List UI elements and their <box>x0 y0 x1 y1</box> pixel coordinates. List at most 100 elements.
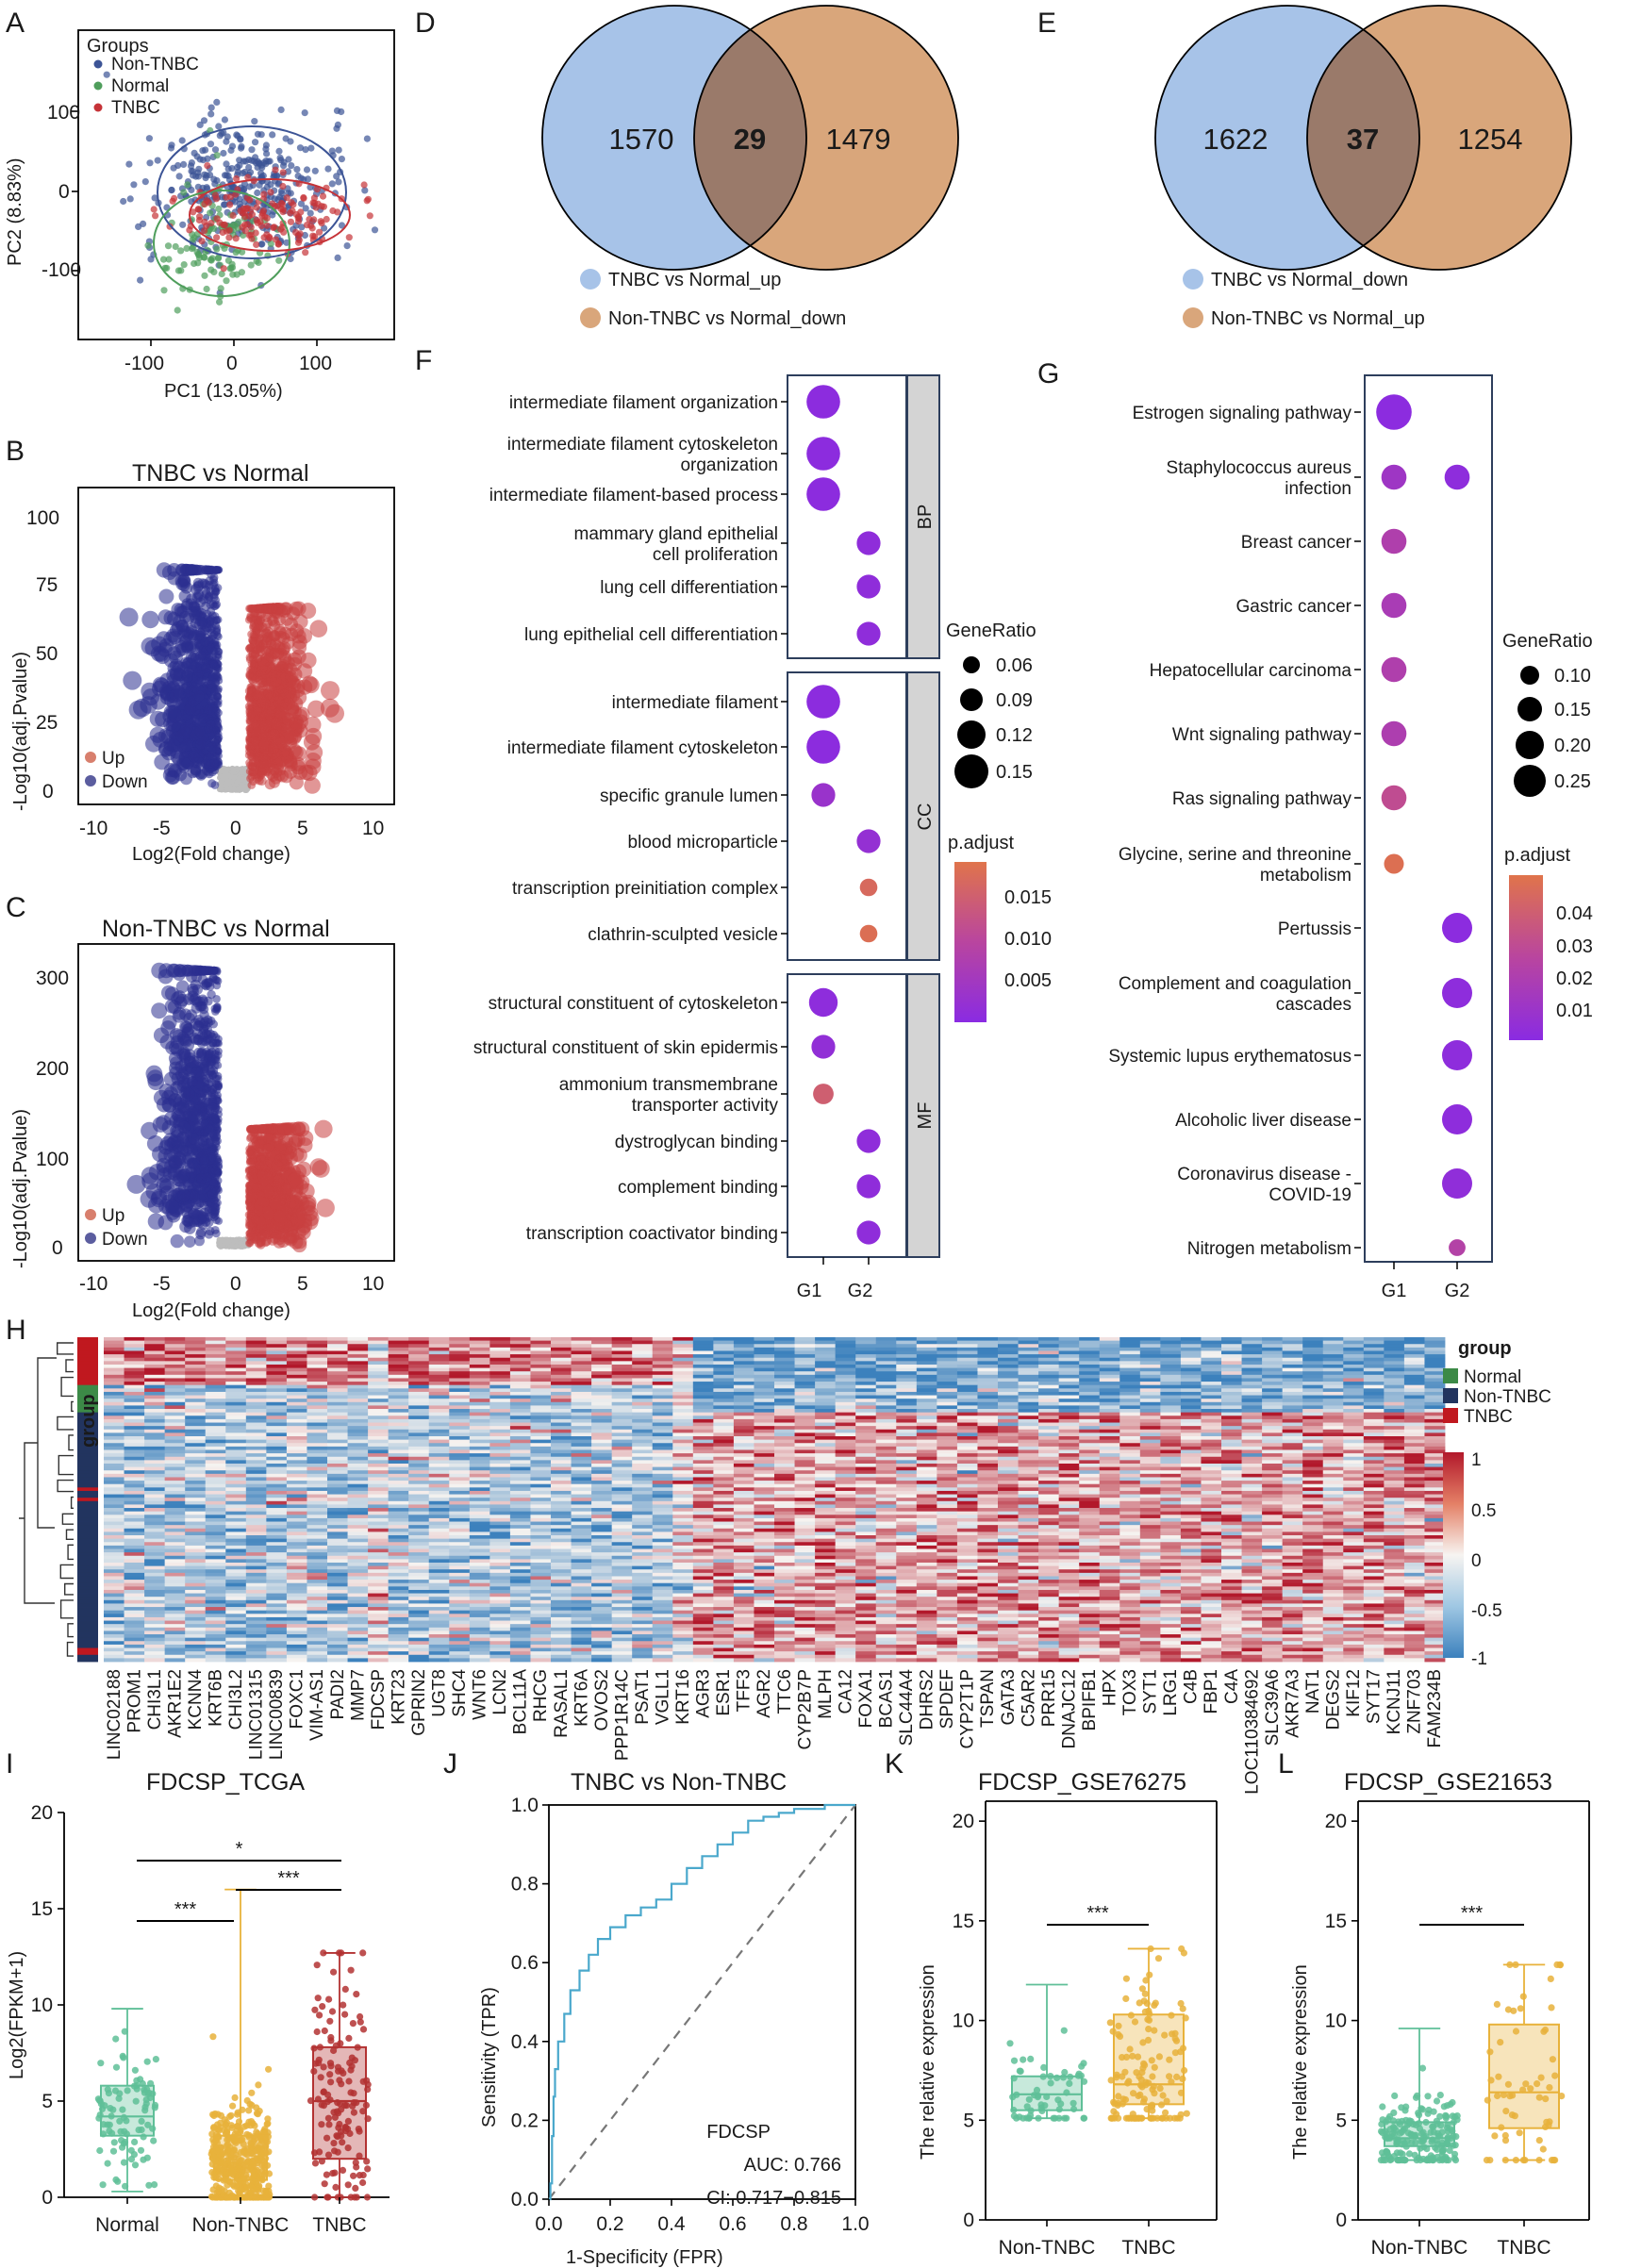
go-term-label-line: lung epithelial cell differentiation <box>524 625 778 645</box>
pca-point <box>262 141 270 149</box>
go-term-label: specific granule lumen <box>600 786 778 806</box>
volcano-point-down <box>170 1233 184 1249</box>
volcano-point-down <box>177 1120 191 1134</box>
pca-point <box>232 249 240 257</box>
pca-point <box>200 117 208 124</box>
pca-point <box>307 184 314 191</box>
go-dot <box>806 477 840 511</box>
go-dot <box>856 531 881 555</box>
pca-point <box>247 206 255 213</box>
go-term-label-line: intermediate filament organization <box>509 393 778 413</box>
pca-point <box>213 234 221 241</box>
pca-point <box>220 149 227 157</box>
pca-point <box>248 146 256 154</box>
pca-point <box>257 218 264 225</box>
pca-point <box>294 172 302 180</box>
pca-point <box>217 285 224 292</box>
pca-point <box>196 213 204 221</box>
volcano-point-down <box>178 589 191 603</box>
pca-point <box>338 108 345 116</box>
volcano-point-down <box>193 690 205 702</box>
pca-point <box>174 306 181 314</box>
pca-point <box>328 147 336 155</box>
pca-point <box>187 162 195 170</box>
pca-point <box>195 206 203 213</box>
venn-e-legend-2: Non-TNBC vs Normal_up <box>1211 308 1425 329</box>
pca-point <box>224 165 232 173</box>
pca-point <box>172 242 179 251</box>
volcano-point-up <box>249 1233 257 1242</box>
pca-point <box>211 146 220 154</box>
volcano-point-up <box>296 628 312 644</box>
pca-point <box>207 256 215 263</box>
go-dot <box>856 621 881 646</box>
volcano-point-down <box>158 588 174 604</box>
volcano-point-down <box>198 594 208 604</box>
volcano-point-down <box>146 1069 164 1086</box>
volcano-point-down <box>208 1102 218 1112</box>
pca-point <box>130 181 138 189</box>
pca-point <box>240 186 247 193</box>
pca-point <box>145 135 153 142</box>
pca-point <box>120 197 127 206</box>
volcano-point-down <box>206 587 215 596</box>
pca-point <box>220 201 228 208</box>
volcano-point-up <box>245 1145 254 1153</box>
pca-point <box>135 223 142 230</box>
volcano-point-up <box>309 620 328 637</box>
volcano-point-up <box>256 1217 266 1227</box>
pca-point <box>253 240 260 248</box>
volcano-point-up <box>309 1158 327 1176</box>
pca-point <box>233 174 240 183</box>
pca-point <box>216 219 224 226</box>
volcano-point-down <box>195 738 207 750</box>
go-term-label: lung epithelial cell differentiation <box>524 625 778 645</box>
pca-point <box>269 131 276 139</box>
volcano-point-up <box>246 1157 255 1166</box>
volcano-point-up <box>269 1198 281 1210</box>
volcano-c-legend-up: Up <box>102 1206 124 1226</box>
volcano-c-ytick: 200 <box>36 1058 69 1080</box>
pca-point <box>191 149 198 157</box>
pca-legend-swatch-non-tnbc <box>93 59 103 69</box>
pca-point <box>253 159 260 167</box>
pca-point <box>202 174 209 182</box>
pca-point <box>150 206 158 213</box>
pca-point <box>297 200 306 207</box>
volcano-point-up <box>287 730 302 745</box>
volcano-point-down <box>210 1050 220 1059</box>
volcano-point-up <box>263 603 274 614</box>
venn-d-panel: 1570 29 1479 TNBC vs Normal_up Non-TNBC … <box>541 5 959 329</box>
go-dot <box>806 385 840 419</box>
volcano-b-legend-down-swatch <box>85 775 96 786</box>
volcano-b-ytick: 50 <box>36 643 58 665</box>
volcano-point-down <box>201 966 211 976</box>
pca-point <box>212 195 220 203</box>
pca-point <box>252 139 259 146</box>
pca-point <box>180 189 188 196</box>
volcano-point-up <box>273 1210 286 1223</box>
volcano-point-ns <box>229 766 236 772</box>
volcano-point-up <box>251 622 260 633</box>
pca-point <box>261 213 269 221</box>
go-term-label: blood microparticle <box>628 833 778 853</box>
pca-xtick: 0 <box>226 353 238 374</box>
volcano-c-legend-down: Down <box>102 1230 148 1250</box>
volcano-point-ns <box>219 1243 225 1249</box>
pca-point <box>320 203 327 210</box>
volcano-b-xtick: 5 <box>297 818 308 839</box>
volcano-point-down <box>209 1213 219 1222</box>
go-term-label-line: structural constituent of cytoskeleton <box>489 994 778 1014</box>
volcano-point-down <box>214 653 223 662</box>
pca-point <box>243 194 251 202</box>
pca-point <box>151 194 158 202</box>
venn-d-left-count: 1570 <box>609 123 674 156</box>
pca-point <box>146 159 154 167</box>
volcano-point-down <box>167 963 182 978</box>
volcano-c-xtick: 5 <box>297 1273 308 1295</box>
pca-point <box>263 222 271 229</box>
pca-point <box>241 168 249 176</box>
pca-point <box>207 141 215 148</box>
pca-point <box>183 244 191 252</box>
pca-point <box>232 235 240 242</box>
